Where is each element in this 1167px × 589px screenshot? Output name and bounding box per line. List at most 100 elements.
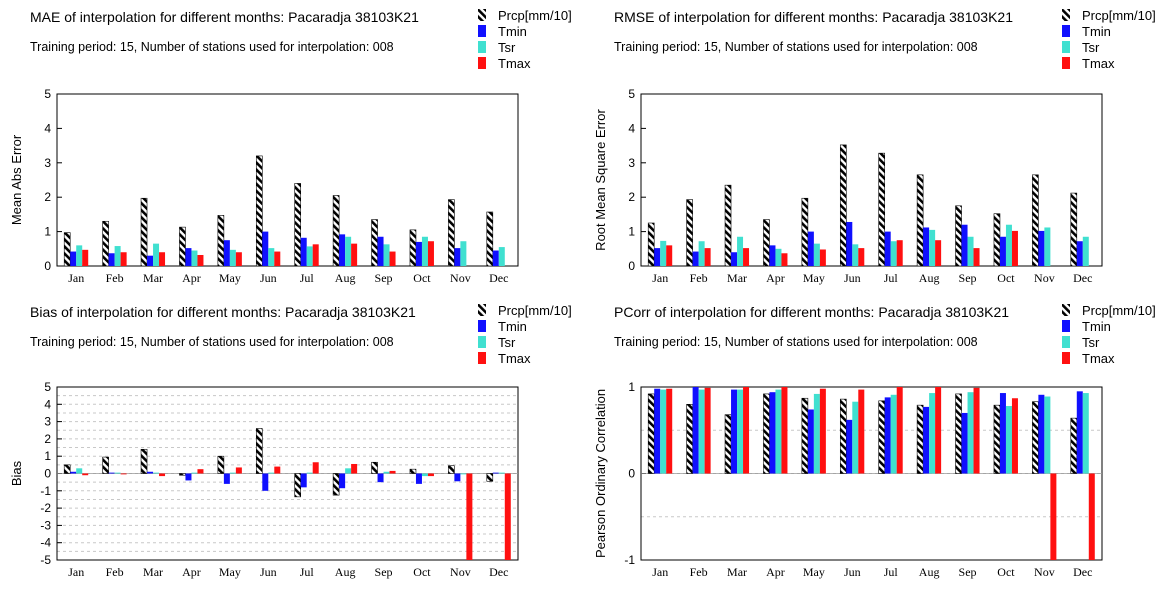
bar-tsr-apr [191,250,198,266]
bar-prcp-dec [486,211,494,267]
bar-prcp-feb [686,199,693,267]
bar-prcp-oct [993,404,1001,474]
chart-title: RMSE of interpolation for different mont… [614,9,1013,25]
bar-tmax-jul [312,244,319,266]
y-axis-label: Root Mean Square Error [593,109,608,251]
bar-tmax-mar [743,387,750,474]
bar-tmax-apr [781,387,788,474]
chart-title: MAE of interpolation for different month… [30,9,419,25]
bar-tmax-jan [666,245,673,266]
bar-tmax-jan [666,388,673,474]
legend-swatch-prcp [478,304,486,316]
bar-tmax-nov [1050,473,1057,560]
x-tick-label: Dec [489,565,508,579]
bar-tmax-apr [197,254,204,266]
x-tick-label: Jul [300,565,315,579]
bar-tmin-aug [923,227,930,266]
x-tick-label: Oct [997,271,1015,285]
legend-label-tmin: Tmin [1082,319,1111,334]
bar-prcp-jan [647,393,655,474]
bar-prcp-oct [409,468,417,474]
bar-tmin-feb [692,387,699,474]
bar-tmin-jan [70,251,77,266]
x-tick-label: Oct [413,271,431,285]
bar-tmax-may [235,467,242,474]
bar-tsr-jul [890,241,897,266]
bar-tmax-jun [858,389,865,474]
y-tick-label: 5 [44,87,51,101]
x-tick-label: Nov [450,565,471,579]
bar-tmin-feb [692,251,699,266]
legend-swatch-tmin [478,25,486,37]
bar-tmin-oct [415,473,422,484]
bar-tmin-oct [999,236,1006,266]
bar-prcp-may [217,215,225,267]
bar-prcp-oct [409,229,417,267]
y-tick-label: 0 [628,259,635,273]
y-tick-label: -3 [40,518,51,532]
bar-tsr-oct [1005,224,1012,266]
bar-prcp-apr [763,219,770,267]
bar-tmin-feb [108,472,115,474]
bar-tmax-may [819,249,826,266]
bar-tmin-dec [492,250,499,266]
x-tick-label: Feb [106,565,124,579]
bar-tmax-sep [973,248,980,266]
bar-tsr-jan [660,389,667,474]
legend-label-tsr: Tsr [1082,335,1100,350]
legend-label-tmin: Tmin [1082,24,1111,39]
chart-subtitle: Training period: 15, Number of stations … [614,40,978,54]
legend-label-tmax: Tmax [498,56,531,71]
legend-swatch-tsr [1062,41,1070,53]
x-tick-label: Sep [959,565,977,579]
bar-prcp-apr [179,226,186,267]
bar-prcp-nov [448,465,455,474]
bar-tmin-aug [339,473,346,489]
bar-prcp-jul [294,473,302,498]
x-tick-label: Jan [68,565,84,579]
bar-tmax-oct [427,473,434,477]
bar-prcp-jun [839,144,847,267]
x-tick-label: Aug [919,271,940,285]
bar-tmin-jul [300,237,307,266]
x-tick-label: Jan [652,271,668,285]
y-tick-label: 3 [628,156,635,170]
bar-prcp-jun [839,398,847,474]
bar-tsr-sep [383,471,390,474]
bar-prcp-nov [1032,401,1039,474]
bar-tmax-jul [312,462,319,474]
bar-tmin-jun [262,231,269,266]
bar-tsr-aug [929,393,936,474]
y-tick-label: 2 [628,190,635,204]
legend-swatch-prcp [1062,9,1070,21]
bar-tmin-jan [654,248,661,266]
bar-prcp-jul [878,152,886,267]
bar-tmax-aug [351,243,358,266]
rmse-chart-panel: RMSE of interpolation for different mont… [584,0,1167,294]
bar-tsr-nov [1044,227,1051,266]
y-tick-label: 5 [44,380,51,394]
bar-prcp-sep [955,205,962,267]
bar-tmax-feb [704,387,711,474]
bar-tmax-feb [120,473,127,475]
bar-tsr-jun [852,244,859,266]
bar-tsr-sep [967,392,974,474]
bar-tmax-jan [82,249,89,266]
x-tick-label: Jun [260,565,277,579]
bar-tsr-jul [890,394,897,474]
bar-tmin-nov [1038,230,1045,266]
legend-swatch-prcp [1062,304,1070,316]
bar-tmin-jun [846,221,853,266]
x-tick-label: Oct [413,565,431,579]
bar-tsr-jan [76,245,83,266]
bar-tsr-aug [345,468,352,474]
legend-label-tmin: Tmin [498,24,527,39]
x-tick-label: Aug [335,565,356,579]
bar-tsr-dec [1082,236,1089,266]
bar-tsr-aug [929,229,936,266]
bar-tsr-feb [698,389,705,474]
bar-prcp-may [217,455,225,474]
x-tick-label: Mar [143,271,163,285]
x-tick-label: Nov [450,271,471,285]
bar-prcp-feb [686,404,693,474]
